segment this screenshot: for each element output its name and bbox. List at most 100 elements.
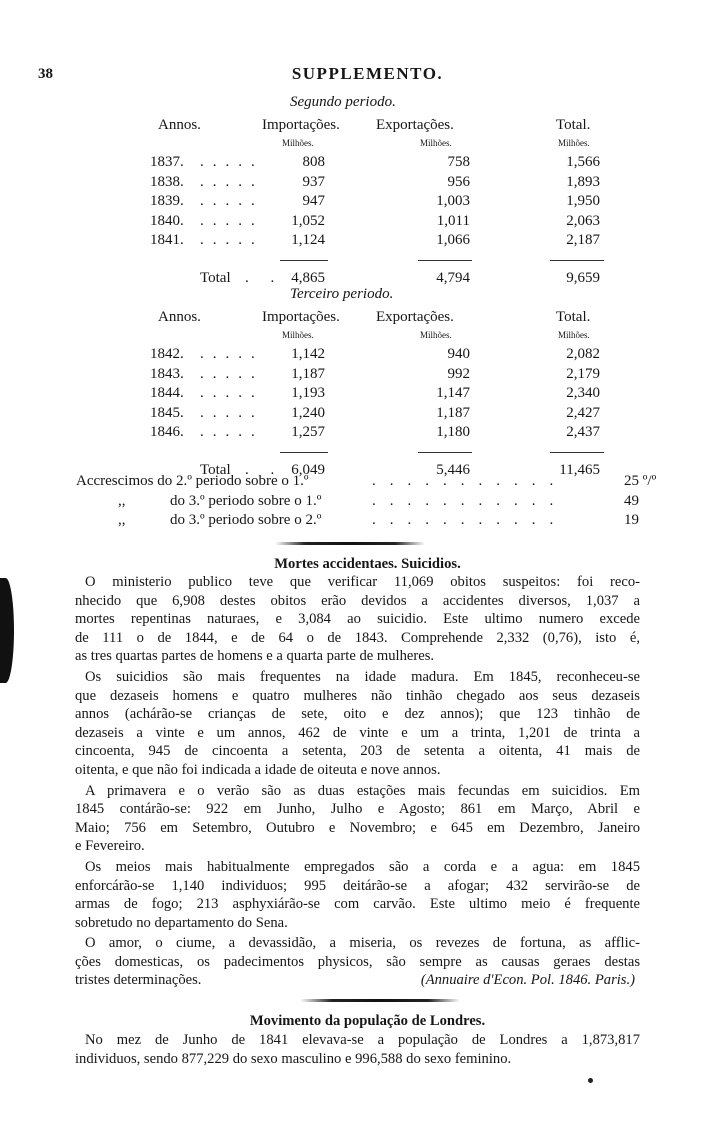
imports-total: 4,865 xyxy=(291,269,325,286)
year-cell: 1840. xyxy=(150,212,184,229)
imports-cell: 1,187 xyxy=(291,365,325,382)
unit-label: Milhões. xyxy=(558,330,590,340)
imports-cell: 937 xyxy=(302,173,326,190)
text-line: mortes repentinas naturaes, e 3,084 ao s… xyxy=(75,611,640,628)
column-header: Annos. xyxy=(158,117,201,133)
imports-cell: 1,052 xyxy=(291,212,325,229)
exports-cell: 1,187 xyxy=(436,404,470,421)
year-cell: 1839. xyxy=(150,193,184,209)
sum-rule xyxy=(280,451,328,453)
unit-label: Milhões. xyxy=(420,138,452,148)
period-label: Terceiro periodo. xyxy=(290,286,394,302)
exports-cell: 1,003 xyxy=(436,193,470,209)
total-cell: 2,179 xyxy=(566,365,600,382)
sum-rule xyxy=(418,259,472,261)
year-cell: 1846. xyxy=(150,424,184,440)
leader-dots: ..... xyxy=(200,346,264,362)
text-line: enforcárão-se 1,140 individuos; 995 deit… xyxy=(75,877,640,894)
increase-label: do 3.º periodo sobre o 1.º xyxy=(170,492,322,509)
text-line: tristes determinações. (Annuaire d'Econ. … xyxy=(75,971,640,990)
section-divider xyxy=(300,999,460,1002)
leader-dots: . . xyxy=(245,269,284,286)
leader-dots: ..... xyxy=(200,193,264,209)
text-line: A primavera e o verão são as duas estaçõ… xyxy=(85,782,640,799)
page-number: 38 xyxy=(38,66,53,82)
text-line: de 111 o de 1844, e de 64 o de 1843. Com… xyxy=(75,629,640,646)
total-cell: 1,566 xyxy=(566,154,600,170)
text-line: dezaseis a vinte e um annos, 462 de vint… xyxy=(75,724,640,741)
column-header: Annos. xyxy=(158,309,201,325)
grand-total: 9,659 xyxy=(566,269,600,286)
year-cell: 1838. xyxy=(150,173,184,190)
total-cell: 2,340 xyxy=(566,385,600,401)
exports-cell: 758 xyxy=(447,154,471,170)
imports-cell: 1,193 xyxy=(291,385,325,401)
total-cell: 2,427 xyxy=(566,404,600,421)
unit-label: Milhões. xyxy=(282,138,314,148)
unit-label: Milhões. xyxy=(558,138,590,148)
increase-label: Accrescimos do 2.º periodo sobre o 1.º xyxy=(76,473,309,489)
leader-dots: ..... xyxy=(200,385,264,401)
sum-rule xyxy=(550,259,604,261)
paragraph: A primavera e o verão são as duas estaçõ… xyxy=(75,782,640,856)
unit-label: Milhões. xyxy=(420,330,452,340)
leader-dots: ..... xyxy=(200,232,264,248)
text-line: tristes determinações. xyxy=(75,972,202,989)
text-line: e Fevereiro. xyxy=(75,838,145,855)
period-label: Segundo periodo. xyxy=(290,94,396,110)
text-line: 1845 contárão-se: 922 em Junho, Julho e … xyxy=(75,801,640,818)
total-cell: 1,950 xyxy=(566,193,600,209)
column-header: Importações. xyxy=(262,309,340,325)
increase-label: do 3.º periodo sobre o 2.º xyxy=(170,512,322,528)
exports-cell: 1,011 xyxy=(436,212,470,229)
leader-dots: ..... xyxy=(200,404,264,421)
text-line: Maio; 756 em Setembro, Outubro e Novembr… xyxy=(75,819,640,836)
leader-dots: ..... xyxy=(200,173,264,190)
text-line: ções domesticas, os padecimentos physico… xyxy=(75,953,640,970)
text-line: O amor, o ciume, a devassidão, a miseria… xyxy=(85,935,640,952)
imports-cell: 1,124 xyxy=(291,232,325,248)
unit-label: Milhões. xyxy=(282,330,314,340)
text-line: armas de fogo; 213 asphyxiárão-se com ca… xyxy=(75,896,640,913)
text-line: sobretudo no departamento do Sena. xyxy=(75,914,288,931)
total-label: Total xyxy=(200,269,231,286)
leader-dots: ..... xyxy=(200,365,264,382)
text-line: individuos, sendo 877,229 do sexo mascul… xyxy=(75,1050,512,1067)
column-header: Exportações. xyxy=(376,309,454,325)
exports-total: 4,794 xyxy=(436,269,470,286)
increase-value: 19 xyxy=(624,512,639,528)
exports-cell: 1,147 xyxy=(436,385,470,401)
ink-dot xyxy=(588,1078,593,1083)
paragraph: O amor, o ciume, a devassidão, a miseria… xyxy=(75,934,640,990)
section-heading-suicidios: Mortes accidentaes. Suicidios. xyxy=(274,556,461,572)
year-cell: 1842. xyxy=(150,346,184,362)
column-header: Exportações. xyxy=(376,117,454,133)
paragraph: Os meios mais habitualmente empregados s… xyxy=(75,858,640,932)
total-cell: 2,437 xyxy=(566,424,600,440)
total-cell: 2,187 xyxy=(566,232,600,248)
text-line: O ministerio publico teve que verificar … xyxy=(85,574,640,590)
increase-value: 25 º/º xyxy=(624,473,657,489)
text-line: que dezaseis homens e quatro mulheres nã… xyxy=(75,687,640,704)
grand-total: 11,465 xyxy=(559,461,600,478)
year-cell: 1844. xyxy=(150,385,184,401)
paragraph: Os suicidios são mais frequentes na idad… xyxy=(75,668,640,780)
text-line: as tres quartas partes de homens e a qua… xyxy=(75,648,435,665)
source-citation: (Annuaire d'Econ. Pol. 1846. Paris.) xyxy=(420,972,635,989)
total-cell: 2,082 xyxy=(566,346,600,362)
text-line: Os meios mais habitualmente empregados s… xyxy=(85,858,640,875)
section-body-suicidios: O ministerio publico teve que verificar … xyxy=(75,573,640,992)
section-divider xyxy=(275,542,425,545)
text-line: oitenta, e que não foi indicada a idade … xyxy=(75,761,441,778)
sum-rule xyxy=(418,451,472,453)
sum-rule xyxy=(280,259,328,261)
exports-cell: 956 xyxy=(447,173,471,190)
imports-cell: 1,142 xyxy=(291,346,325,362)
page-title: SUPPLEMENTO. xyxy=(291,64,444,83)
imports-cell: 947 xyxy=(302,193,326,209)
year-cell: 1837. xyxy=(150,154,184,170)
leader-dots: ........... xyxy=(372,512,568,528)
total-label: Total xyxy=(200,461,231,478)
imports-total: 6,049 xyxy=(291,461,325,478)
text-line: Os suicidios são mais frequentes na idad… xyxy=(85,668,640,685)
